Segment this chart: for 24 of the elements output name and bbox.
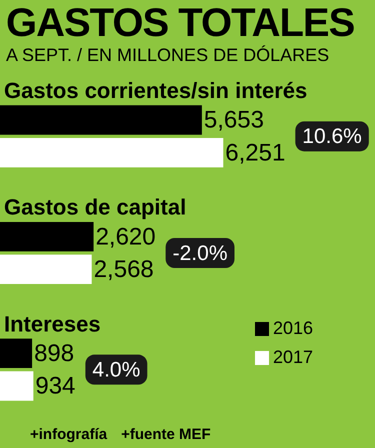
annotation: 4.0% [92, 358, 140, 382]
legend-label: 2016 [273, 318, 314, 339]
bar [0, 371, 34, 401]
y-tick-label: Gastos de capital [4, 194, 186, 220]
annotation: +infografía [30, 426, 108, 443]
data-label: 934 [35, 372, 76, 400]
data-label: 2,568 [94, 256, 154, 283]
y-tick-label: Gastos corrientes/sin interés [4, 78, 308, 104]
legend-label: 2017 [273, 347, 314, 368]
bar [0, 222, 94, 252]
y-tick-label: Intereses [4, 311, 101, 336]
data-label: 2,620 [96, 223, 156, 250]
annotation: 10.6% [302, 125, 362, 148]
data-label: 5,653 [204, 106, 264, 134]
bar [0, 105, 202, 135]
data-label: 898 [34, 340, 74, 367]
annotation: -2.0% [172, 242, 228, 265]
bar [0, 138, 224, 168]
bar [0, 338, 32, 368]
bar [0, 254, 92, 284]
data-label: 6,251 [225, 139, 286, 166]
text: A SEPT. / EN MILLONES DE DÓLARES [6, 44, 330, 66]
chart-title: GASTOS TOTALES [6, 0, 354, 45]
annotation: +fuente MEF [121, 426, 211, 443]
